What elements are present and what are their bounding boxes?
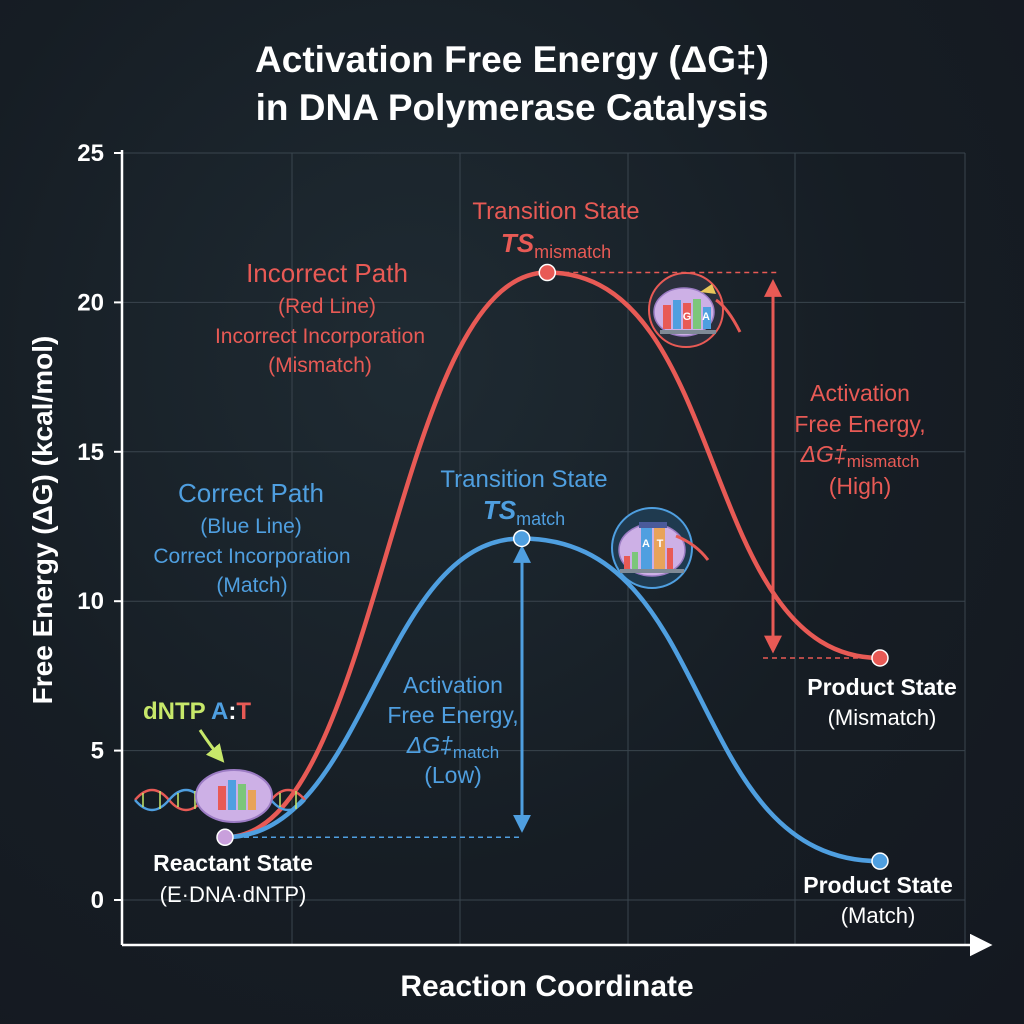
product-match-sub: (Match)	[841, 903, 916, 928]
y-axis-label: Free Energy (ΔG) (kcal/mol)	[27, 336, 58, 705]
polymerase-mismatch-icon: G A	[648, 272, 742, 348]
reactant-sub: (E·DNA·dNTP)	[160, 882, 307, 907]
product-match-title: Product State	[803, 872, 953, 898]
dntp-colon: :	[228, 698, 236, 725]
dntp-arrow	[198, 729, 225, 763]
incorrect-path-title: Incorrect Path	[246, 258, 408, 288]
barrier-match-symbol-line: ΔG‡match	[406, 732, 499, 762]
dntp-t: T	[236, 698, 251, 725]
barrier-match-line1: Activation	[403, 672, 503, 698]
ts-mismatch-label: Transition State TSmismatch	[472, 198, 639, 262]
correct-product-point	[871, 852, 889, 870]
barrier-match-symbol: ΔG‡	[406, 732, 453, 758]
ts-match-label: Transition State TSmatch	[440, 466, 607, 529]
correct-path-title: Correct Path	[178, 478, 324, 508]
dna-helix-icon	[134, 769, 306, 823]
incorrect-path-sub: (Red Line)	[278, 295, 376, 318]
incorrect-ts-point	[538, 263, 557, 282]
chart-title-line1: Activation Free Energy (ΔG‡)	[255, 39, 769, 80]
mismatch-icon-letter-2: A	[702, 311, 710, 323]
energy-curves	[216, 263, 889, 870]
ts-mismatch-symbol-line: TSmismatch	[501, 228, 611, 262]
barrier-match-line2: Free Energy,	[387, 702, 518, 728]
match-icon-letter-1: A	[642, 538, 650, 550]
correct-path-label: Correct Path (Blue Line) Correct Incorpo…	[153, 478, 350, 597]
correct-path-sub: (Blue Line)	[200, 515, 302, 538]
dntp-label: dNTP A:T	[143, 698, 251, 725]
incorrect-product-point	[871, 649, 889, 667]
incorrect-path-label: Incorrect Path (Red Line) Incorrect Inco…	[215, 258, 425, 377]
product-mismatch-title: Product State	[807, 674, 957, 700]
ts-match-sub: match	[516, 509, 565, 529]
ts-mismatch-title: Transition State	[472, 198, 639, 225]
barrier-match-sub: match	[453, 743, 499, 762]
chart-title-line2: in DNA Polymerase Catalysis	[256, 87, 769, 128]
dntp-prefix: dNTP	[143, 698, 211, 725]
y-axis-ticks: 0 5 10 15 20 25	[77, 140, 122, 914]
correct-ts-point	[512, 529, 531, 548]
ts-match-title: Transition State	[440, 466, 607, 493]
y-tick-label-2: 10	[77, 588, 104, 615]
product-mismatch-sub: (Mismatch)	[828, 705, 937, 730]
ts-match-symbol-line: TSmatch	[483, 495, 565, 529]
match-icon-letter-2: T	[657, 538, 664, 550]
y-tick-label-5: 25	[77, 140, 104, 167]
ts-mismatch-sub: mismatch	[534, 242, 611, 262]
reactant-title: Reactant State	[153, 850, 313, 876]
ts-match-symbol: TS	[483, 495, 517, 525]
barrier-mismatch-symbol: ΔG‡	[800, 441, 847, 467]
y-tick-label-3: 15	[77, 439, 104, 466]
barrier-mismatch-qualifier: (High)	[829, 473, 892, 499]
reactant-point	[216, 828, 234, 847]
barrier-match-qualifier: (Low)	[424, 762, 482, 788]
correct-path-desc2: (Match)	[216, 574, 287, 597]
incorrect-path-desc2: (Mismatch)	[268, 354, 372, 377]
incorrect-path-desc: Incorrect Incorporation	[215, 325, 425, 348]
correct-path-desc: Correct Incorporation	[153, 545, 350, 568]
mismatch-icon-letter-1: G	[683, 311, 692, 323]
y-tick-label-4: 20	[77, 289, 104, 316]
ts-mismatch-symbol: TS	[501, 228, 535, 258]
x-axis-label: Reaction Coordinate	[400, 970, 693, 1003]
barrier-mismatch-sub: mismatch	[847, 452, 920, 471]
polymerase-match-icon: A T	[611, 507, 710, 589]
barrier-mismatch-symbol-line: ΔG‡mismatch	[800, 441, 920, 471]
barrier-match-label: Activation Free Energy, ΔG‡match (Low)	[387, 672, 518, 788]
barrier-mismatch-label: Activation Free Energy, ΔG‡mismatch (Hig…	[794, 380, 925, 499]
y-tick-label-0: 0	[91, 887, 104, 914]
barrier-mismatch-line1: Activation	[810, 380, 910, 406]
barrier-mismatch-line2: Free Energy,	[794, 411, 925, 437]
y-tick-label-1: 5	[91, 738, 104, 765]
correct-path-line	[222, 536, 883, 864]
dntp-a: A	[211, 698, 228, 725]
